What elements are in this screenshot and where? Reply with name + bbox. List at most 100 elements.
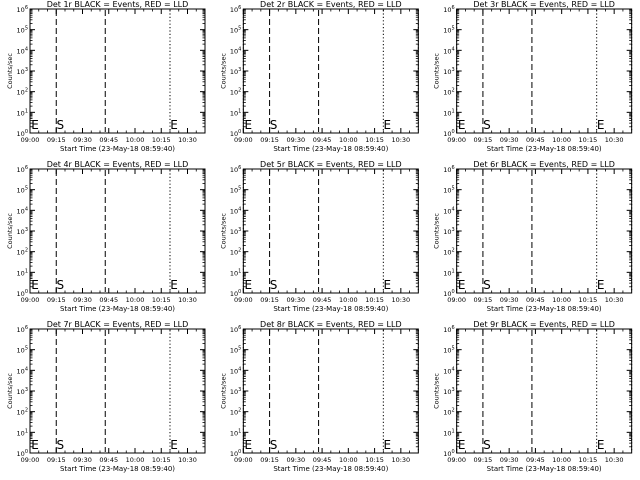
y-tick-label: 100: [17, 449, 28, 458]
x-tick-label: 09:30: [73, 296, 92, 304]
x-axis-label: Start Time (23-May-18 08:59:40): [60, 465, 175, 473]
chart-title: Det 4r BLACK = Events, RED = LLD: [47, 160, 189, 169]
x-tick-label: 10:00: [339, 456, 358, 464]
y-tick-label: 100: [443, 129, 454, 138]
y-tick-label: 105: [230, 26, 241, 35]
y-tick-label: 105: [443, 186, 454, 195]
y-axis-label: Counts/sec: [6, 213, 14, 249]
chart-title: Det 5r BLACK = Events, RED = LLD: [260, 160, 402, 169]
y-tick-label: 102: [443, 408, 454, 417]
y-tick-label: 100: [230, 449, 241, 458]
x-axis-label: Start Time (23-May-18 08:59:40): [487, 145, 602, 153]
marker-label: E: [245, 278, 253, 292]
x-tick-label: 10:15: [365, 456, 384, 464]
y-axis-label: Counts/sec: [433, 373, 441, 409]
x-tick-label: 09:45: [99, 296, 118, 304]
y-tick-label: 100: [230, 289, 241, 298]
x-tick-label: 10:00: [126, 296, 145, 304]
chart-title: Det 3r BLACK = Events, RED = LLD: [473, 0, 615, 9]
x-tick-label: 09:15: [474, 136, 493, 144]
y-tick-label: 101: [17, 428, 28, 437]
y-tick-label: 106: [230, 325, 241, 334]
y-tick-label: 106: [443, 325, 454, 334]
marker-label: E: [597, 278, 605, 292]
y-tick-label: 101: [230, 428, 241, 437]
y-tick-label: 106: [230, 5, 241, 14]
marker-label: E: [245, 438, 253, 452]
x-tick-label: 09:15: [47, 296, 66, 304]
x-tick-label: 10:15: [365, 296, 384, 304]
x-tick-label: 10:15: [365, 136, 384, 144]
x-axis-label: Start Time (23-May-18 08:59:40): [487, 465, 602, 473]
x-tick-label: 09:00: [234, 296, 253, 304]
x-tick-label: 09:30: [286, 296, 305, 304]
y-tick-label: 103: [443, 387, 454, 396]
marker-label: S: [56, 438, 64, 452]
y-tick-label: 101: [443, 428, 454, 437]
x-tick-label: 10:00: [552, 296, 571, 304]
x-tick-label: 09:00: [447, 456, 466, 464]
x-tick-label: 10:15: [579, 296, 598, 304]
marker-label: E: [458, 438, 466, 452]
marker-label: S: [483, 438, 491, 452]
chart-panel-2r: Det 2r BLACK = Events, RED = LLD 100 101 10…: [219, 0, 419, 153]
x-tick-label: 10:00: [126, 456, 145, 464]
x-tick-label: 09:45: [99, 456, 118, 464]
y-tick-label: 104: [17, 366, 28, 375]
y-axis-label: Counts/sec: [219, 53, 227, 89]
chart-title: Det 1r BLACK = Events, RED = LLD: [47, 0, 189, 9]
x-tick-label: 09:30: [286, 456, 305, 464]
x-tick-label: 10:15: [579, 456, 598, 464]
y-tick-label: 101: [443, 268, 454, 277]
y-tick-label: 106: [443, 165, 454, 174]
x-tick-label: 09:45: [99, 136, 118, 144]
x-tick-label: 10:30: [391, 136, 410, 144]
y-tick-label: 104: [443, 366, 454, 375]
x-tick-label: 09:30: [500, 296, 519, 304]
x-tick-label: 09:30: [286, 136, 305, 144]
y-tick-label: 105: [17, 26, 28, 35]
x-tick-label: 09:45: [313, 456, 332, 464]
marker-label: S: [483, 118, 491, 132]
x-tick-label: 10:30: [391, 456, 410, 464]
x-tick-label: 09:15: [474, 456, 493, 464]
marker-label: E: [31, 438, 39, 452]
y-tick-label: 104: [443, 46, 454, 55]
x-tick-label: 09:15: [260, 136, 279, 144]
x-tick-label: 09:30: [73, 456, 92, 464]
x-tick-label: 09:00: [21, 456, 40, 464]
x-tick-label: 09:45: [526, 136, 545, 144]
x-tick-label: 10:30: [391, 296, 410, 304]
y-tick-label: 103: [230, 227, 241, 236]
x-axis-label: Start Time (23-May-18 08:59:40): [60, 145, 175, 153]
y-tick-label: 104: [17, 206, 28, 215]
x-tick-label: 09:00: [447, 136, 466, 144]
x-tick-label: 09:15: [474, 296, 493, 304]
marker-label: E: [384, 438, 392, 452]
y-tick-label: 103: [230, 67, 241, 76]
y-tick-label: 102: [17, 408, 28, 417]
x-tick-label: 10:15: [579, 136, 598, 144]
y-tick-label: 102: [17, 88, 28, 97]
x-tick-label: 09:15: [47, 456, 66, 464]
y-tick-label: 106: [443, 5, 454, 14]
x-tick-label: 09:15: [260, 296, 279, 304]
x-tick-label: 10:30: [178, 296, 197, 304]
y-tick-label: 103: [230, 387, 241, 396]
x-axis-label: Start Time (23-May-18 08:59:40): [487, 305, 602, 313]
chart-panel-1r: Det 1r BLACK = Events, RED = LLD 100 101 10…: [6, 0, 206, 153]
marker-label: E: [31, 278, 39, 292]
y-tick-label: 102: [443, 248, 454, 257]
y-tick-label: 105: [17, 346, 28, 355]
x-axis-label: Start Time (23-May-18 08:59:40): [273, 145, 388, 153]
x-tick-label: 09:00: [234, 456, 253, 464]
y-tick-label: 102: [443, 88, 454, 97]
y-tick-label: 100: [443, 449, 454, 458]
y-tick-label: 102: [230, 408, 241, 417]
marker-label: E: [458, 118, 466, 132]
x-tick-label: 09:45: [526, 296, 545, 304]
x-axis-label: Start Time (23-May-18 08:59:40): [273, 305, 388, 313]
y-tick-label: 102: [230, 248, 241, 257]
x-tick-label: 10:15: [152, 136, 171, 144]
x-axis-label: Start Time (23-May-18 08:59:40): [60, 305, 175, 313]
